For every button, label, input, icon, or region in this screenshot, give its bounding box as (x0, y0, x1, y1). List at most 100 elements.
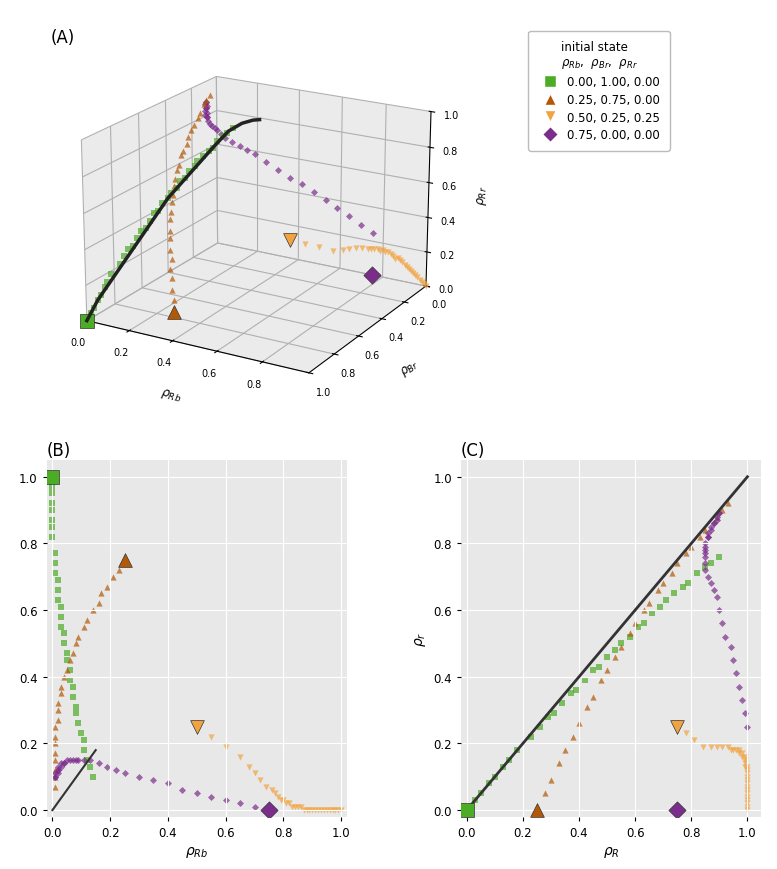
Point (234, 750, 246, 764)
Point (335, 803, 347, 817)
Point (615, 637, 627, 651)
Point (280, 797, 293, 811)
Point (727, 743, 740, 757)
Point (326, 803, 339, 817)
Point (699, 543, 712, 557)
Point (722, 740, 734, 754)
Point (219, 793, 232, 807)
Point (61, 647, 73, 660)
Point (708, 583, 720, 597)
Point (72, 630, 85, 644)
Point (682, 577, 695, 591)
Point (66, 680, 78, 694)
Point (705, 521, 717, 534)
Point (283, 797, 295, 811)
Point (736, 746, 748, 760)
Point (741, 800, 754, 814)
Point (733, 680, 745, 694)
Point (643, 597, 655, 611)
Point (78, 753, 90, 767)
Text: (A): (A) (51, 29, 75, 47)
Point (708, 517, 720, 531)
Point (49, 737, 61, 751)
Point (52, 766, 64, 780)
Point (727, 653, 740, 667)
Point (55, 620, 68, 634)
Point (234, 797, 246, 811)
Point (242, 760, 255, 774)
Point (710, 740, 723, 754)
Point (49, 780, 61, 794)
Point (286, 800, 298, 814)
Point (84, 760, 96, 774)
Point (559, 743, 571, 757)
Point (269, 786, 281, 800)
Point (55, 680, 68, 694)
Point (699, 563, 712, 577)
Point (741, 786, 754, 800)
Point (46, 487, 58, 501)
Point (49, 567, 61, 580)
Point (249, 766, 261, 780)
Point (332, 803, 344, 817)
Point (679, 547, 692, 561)
Point (306, 803, 319, 817)
Point (101, 580, 113, 594)
X-axis label: $\rho_{Rb}$: $\rho_{Rb}$ (159, 386, 183, 404)
Point (719, 630, 731, 644)
Point (716, 503, 728, 517)
Point (249, 800, 261, 814)
Point (713, 507, 726, 521)
Point (699, 523, 712, 537)
Point (49, 730, 61, 744)
Point (312, 803, 324, 817)
Point (632, 620, 644, 634)
Point (609, 650, 622, 664)
Point (49, 720, 61, 734)
Point (733, 746, 745, 760)
Point (49, 763, 61, 777)
Point (101, 760, 113, 774)
Point (86, 603, 99, 617)
Point (66, 690, 78, 704)
Point (741, 760, 754, 774)
Point (741, 766, 754, 780)
Point (57, 627, 70, 640)
Point (55, 760, 68, 774)
Point (190, 720, 203, 734)
Point (66, 647, 78, 660)
Point (553, 757, 566, 771)
Point (52, 713, 64, 727)
Point (277, 793, 290, 807)
Point (461, 803, 473, 817)
Point (69, 637, 82, 651)
Point (651, 583, 664, 597)
Point (573, 717, 585, 731)
Point (525, 730, 538, 744)
Point (671, 720, 684, 734)
Point (696, 740, 709, 754)
Point (705, 740, 717, 754)
Point (741, 803, 754, 817)
Point (503, 753, 515, 767)
Point (49, 766, 61, 780)
Point (738, 706, 751, 720)
Y-axis label: $\rho_r$: $\rho_r$ (413, 631, 428, 647)
Point (81, 614, 93, 627)
Point (52, 697, 64, 711)
Point (49, 746, 61, 760)
Point (78, 743, 90, 757)
Point (86, 770, 99, 784)
Point (263, 803, 275, 817)
Point (741, 783, 754, 797)
Point (637, 617, 650, 631)
Point (713, 550, 726, 564)
Point (702, 527, 714, 541)
Point (702, 530, 714, 544)
Point (46, 521, 58, 534)
Point (78, 620, 90, 634)
Point (671, 557, 684, 571)
Point (548, 706, 560, 720)
Point (724, 743, 737, 757)
Point (52, 594, 64, 607)
